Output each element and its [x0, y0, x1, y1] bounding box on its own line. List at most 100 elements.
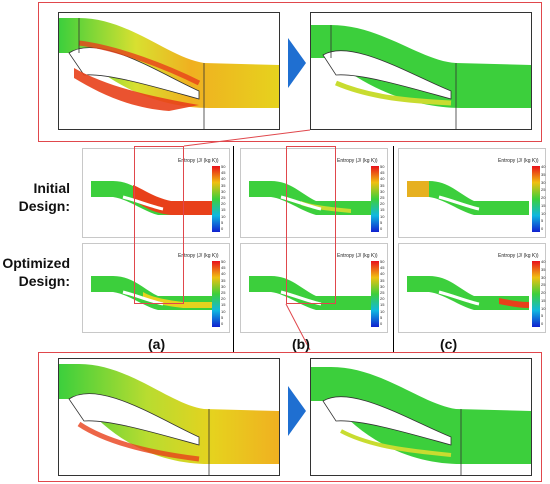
colorbar-tick-c-optimized-1: 35 [541, 266, 546, 272]
bottom-zoom-frame [38, 352, 542, 482]
colorbar-title-a-initial: Entropy (J/ (kg K)) [178, 158, 219, 164]
colorbar-tick-a-optimized-9: 5 [221, 314, 224, 320]
colorbar-tick-c-optimized-5: 15 [541, 297, 546, 303]
colorbar-tick-a-optimized-6: 20 [221, 296, 226, 302]
colorbar-tick-c-optimized-2: 30 [541, 274, 546, 280]
colorbar-tick-b-initial-3: 35 [380, 182, 385, 188]
colorbar-tick-b-initial-5: 25 [380, 195, 385, 200]
optimized-design-label: Optimized Design: [0, 254, 70, 290]
colorbar-tick-c-initial-0: 40 [541, 164, 546, 169]
colorbar-tick-b-optimized-2: 40 [380, 271, 385, 277]
colorbar-tick-b-initial-6: 20 [380, 201, 385, 207]
colorbar-tick-c-optimized-7: 5 [541, 313, 544, 319]
colorbar-tick-a-initial-7: 15 [221, 207, 226, 213]
colorbar-tick-b-initial-1: 45 [380, 170, 385, 176]
colorbar-tick-b-optimized-4: 30 [380, 283, 385, 289]
contour-bottom-initial [59, 359, 279, 475]
panel-a-initial [82, 148, 230, 238]
colorbar-a-initial [212, 166, 220, 232]
column-label-a: (a) [148, 336, 166, 352]
colorbar-tick-b-initial-7: 15 [380, 207, 385, 213]
separator-bc [393, 146, 394, 352]
colorbar-tick-b-initial-10: 0 [380, 226, 383, 231]
colorbar-tick-b-optimized-6: 20 [380, 296, 385, 302]
colorbar-tick-a-optimized-7: 15 [221, 302, 226, 308]
colorbar-tick-b-optimized-9: 5 [380, 314, 383, 320]
colorbar-tick-a-optimized-8: 10 [221, 308, 226, 314]
colorbar-tick-a-initial-8: 10 [221, 213, 226, 219]
zoom-box-b [286, 146, 336, 304]
colorbar-tick-c-optimized-8: 0 [541, 321, 544, 326]
panel-c-initial [398, 148, 546, 238]
colorbar-tick-b-initial-4: 30 [380, 188, 385, 194]
colorbar-c-optimized [532, 261, 540, 327]
panel-c-optimized [398, 243, 546, 333]
colorbar-tick-b-optimized-8: 10 [380, 308, 385, 314]
bottom-right-zoom-panel [310, 358, 532, 476]
colorbar-a-optimized [212, 261, 220, 327]
colorbar-tick-b-optimized-3: 35 [380, 277, 385, 283]
colorbar-tick-a-initial-3: 35 [221, 182, 226, 188]
colorbar-tick-c-initial-7: 5 [541, 218, 544, 224]
colorbar-tick-a-initial-9: 5 [221, 219, 224, 225]
panel-b-initial [240, 148, 388, 238]
optimized-line1: Optimized [2, 255, 70, 271]
contour-top-initial [59, 13, 279, 129]
colorbar-tick-c-initial-6: 10 [541, 210, 546, 216]
colorbar-tick-a-initial-4: 30 [221, 188, 226, 194]
colorbar-tick-a-initial-5: 25 [221, 195, 226, 200]
colorbar-b-optimized [371, 261, 379, 327]
colorbar-tick-a-initial-6: 20 [221, 201, 226, 207]
colorbar-tick-c-initial-4: 20 [541, 195, 546, 200]
panel-b-optimized [240, 243, 388, 333]
colorbar-tick-c-initial-8: 0 [541, 226, 544, 231]
colorbar-tick-a-optimized-1: 45 [221, 265, 226, 271]
colorbar-tick-a-optimized-4: 30 [221, 283, 226, 289]
zoom-box-a [134, 146, 184, 304]
colorbar-title-b-optimized: Entropy (J/ (kg K)) [337, 253, 378, 259]
top-zoom-frame [38, 2, 542, 142]
bottom-left-zoom-panel [58, 358, 280, 476]
colorbar-title-a-optimized: Entropy (J/ (kg K)) [178, 253, 219, 259]
separator-ab [233, 146, 234, 352]
colorbar-tick-c-optimized-0: 40 [541, 259, 546, 264]
optimized-line2: Design: [18, 273, 70, 289]
colorbar-tick-a-initial-2: 40 [221, 176, 226, 182]
colorbar-tick-c-optimized-3: 25 [541, 282, 546, 288]
initial-line2: Design: [18, 198, 70, 214]
top-right-zoom-panel [310, 12, 532, 130]
colorbar-tick-c-initial-2: 30 [541, 179, 546, 185]
colorbar-tick-c-initial-1: 35 [541, 171, 546, 177]
colorbar-title-c-initial: Entropy (J/ (kg K)) [498, 158, 539, 164]
top-left-zoom-panel [58, 12, 280, 130]
colorbar-tick-b-optimized-7: 15 [380, 302, 385, 308]
contour-bottom-optimized [311, 359, 531, 475]
colorbar-tick-b-initial-8: 10 [380, 213, 385, 219]
colorbar-tick-a-optimized-3: 35 [221, 277, 226, 283]
colorbar-tick-a-initial-10: 0 [221, 226, 224, 231]
colorbar-tick-b-initial-9: 5 [380, 219, 383, 225]
colorbar-tick-c-optimized-4: 20 [541, 290, 546, 295]
colorbar-title-b-initial: Entropy (J/ (kg K)) [337, 158, 378, 164]
colorbar-tick-c-initial-5: 15 [541, 202, 546, 208]
colorbar-tick-a-initial-0: 50 [221, 164, 226, 169]
colorbar-tick-b-optimized-5: 25 [380, 290, 385, 295]
initial-design-label: Initial Design: [0, 179, 70, 215]
colorbar-c-initial [532, 166, 540, 232]
top-arrow-icon [288, 38, 306, 88]
colorbar-tick-b-optimized-1: 45 [380, 265, 385, 271]
colorbar-tick-c-initial-3: 25 [541, 187, 546, 193]
bottom-arrow-icon [288, 386, 306, 436]
column-label-c: (c) [440, 336, 458, 352]
colorbar-tick-a-optimized-2: 40 [221, 271, 226, 277]
initial-line1: Initial [33, 180, 70, 196]
colorbar-tick-a-optimized-5: 25 [221, 290, 226, 295]
colorbar-tick-a-initial-1: 45 [221, 170, 226, 176]
colorbar-tick-a-optimized-0: 50 [221, 259, 226, 264]
colorbar-tick-c-optimized-6: 10 [541, 305, 546, 311]
colorbar-tick-b-optimized-0: 50 [380, 259, 385, 264]
column-label-b: (b) [292, 336, 310, 352]
colorbar-tick-a-optimized-10: 0 [221, 321, 224, 326]
contour-top-optimized [311, 13, 531, 129]
